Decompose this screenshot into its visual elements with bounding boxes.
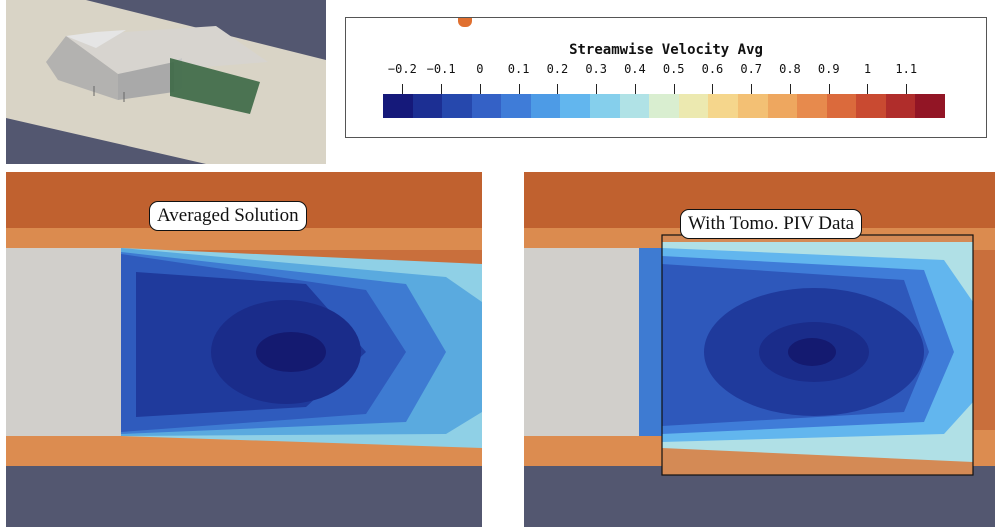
colorbar-swatch — [383, 94, 413, 118]
colorbar-swatch — [856, 94, 886, 118]
colorbar-tick-label: 0.2 — [546, 62, 569, 76]
colorbar-swatch — [442, 94, 472, 118]
colorbar-tick-mark — [828, 84, 830, 94]
colorbar-swatch — [530, 94, 561, 118]
colorbar-tick-mark — [789, 84, 791, 94]
colorbar-tick-mark — [712, 84, 714, 94]
colorbar-tick-mark — [751, 84, 753, 94]
colorbar-legend: Streamwise Velocity Avg −0.2 −0.1 0 0.1 0.2 0… — [345, 17, 987, 138]
colorbar-tick-label: 0.8 — [779, 62, 801, 76]
colorbar-tick-label: 0.1 — [507, 62, 530, 76]
colorbar-tick-mark — [867, 84, 869, 94]
colorbar-swatch — [826, 94, 857, 118]
colorbar-tick-label: 0.4 — [624, 62, 646, 76]
color-bar — [383, 94, 945, 118]
colorbar-tick-mark — [557, 84, 559, 94]
colorbar-tick-label: −0.1 — [426, 62, 456, 76]
colorbar-tick-mark — [479, 84, 481, 94]
colorbar-tick-label: 1.1 — [895, 62, 918, 76]
averaged-solution-field — [6, 172, 482, 527]
colorbar-tick-mark — [673, 84, 675, 94]
colorbar-tick-mark — [596, 84, 598, 94]
geometry-illustration — [6, 0, 326, 164]
colorbar-swatch — [412, 94, 443, 118]
colorbar-tick-label: 0.6 — [701, 62, 724, 76]
tomo-piv-plot: With Tomo. PIV Data — [524, 172, 995, 527]
legend-title: Streamwise Velocity Avg — [569, 42, 763, 58]
colorbar-tick-mark — [518, 84, 520, 94]
colorbar-swatch — [797, 94, 827, 118]
geometry-view — [6, 0, 326, 164]
colorbar-swatch — [619, 94, 650, 118]
colorbar-swatch — [649, 94, 679, 118]
colorbar-tick-label: −0.2 — [387, 62, 417, 76]
colorbar-swatch — [590, 94, 620, 118]
tomo-piv-label: With Tomo. PIV Data — [680, 209, 863, 239]
colorbar-tick-label: 0 — [476, 62, 484, 76]
colorbar-tick-mark — [634, 84, 636, 94]
colorbar-tick-mark — [402, 84, 404, 94]
colorbar-swatch — [767, 94, 798, 118]
colorbar-swatch — [885, 94, 916, 118]
colorbar-swatch — [678, 94, 709, 118]
colorbar-swatch — [915, 94, 945, 118]
averaged-solution-plot: Averaged Solution — [6, 172, 482, 527]
colorbar-swatch — [501, 94, 531, 118]
colorbar-tick-mark — [441, 84, 443, 94]
colorbar-swatch — [708, 94, 738, 118]
colorbar-tick-label: 0.9 — [817, 62, 840, 76]
colorbar-tick-mark — [906, 84, 908, 94]
colorbar-swatch — [560, 94, 591, 118]
colorbar-swatch — [471, 94, 502, 118]
colorbar-tick-label: 0.5 — [662, 62, 685, 76]
cropped-orange-mark — [458, 18, 472, 27]
averaged-solution-label: Averaged Solution — [149, 201, 307, 231]
colorbar-tick-label: 1 — [863, 62, 872, 76]
colorbar-swatch — [737, 94, 768, 118]
colorbar-tick-label: 0.7 — [740, 62, 763, 76]
colorbar-tick-label: 0.3 — [585, 62, 608, 76]
